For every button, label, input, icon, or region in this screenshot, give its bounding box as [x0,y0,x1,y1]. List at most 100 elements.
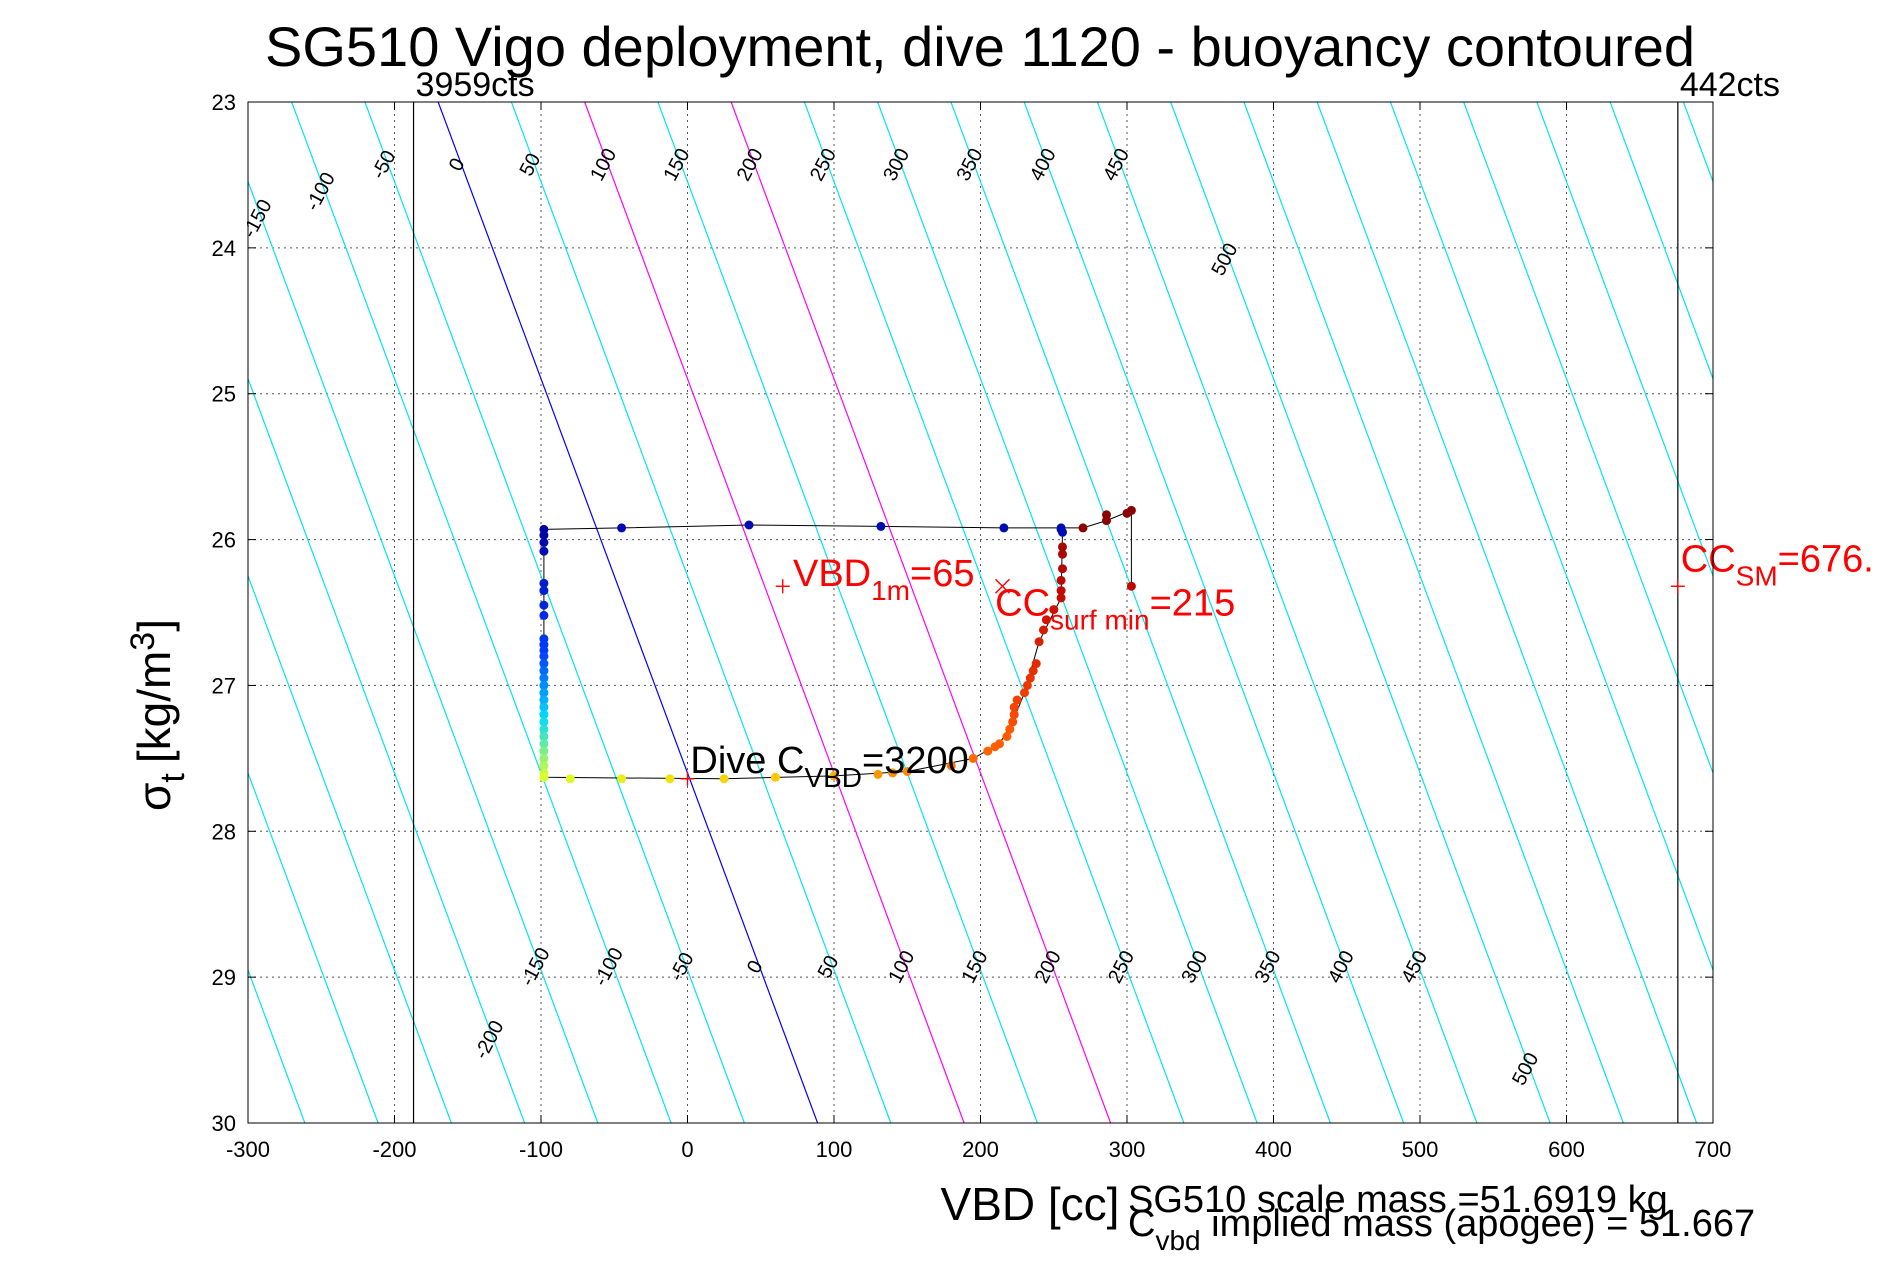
footer-implied-mass-text: implied mass (apogee) = 51.667 [1201,1203,1756,1245]
annotation-label: CCSM=676. [1681,539,1874,592]
footer-implied-mass-c: C [1128,1203,1155,1245]
x-tick-label: 600 [1548,1137,1585,1162]
data-point [770,772,780,782]
data-point [1034,637,1044,647]
y-tick-label: 24 [212,236,236,261]
y-axis-label: σt [kg/m3] [124,619,192,811]
x-tick-label: 0 [681,1137,693,1162]
data-point [539,578,549,588]
x-tick-label: 200 [962,1137,999,1162]
buoyancy-contour-line [1389,102,1713,972]
data-point [617,523,627,533]
data-point [539,753,549,763]
data-point [539,530,549,540]
buoyancy-contour-line [584,102,965,1123]
x-tick-label: -200 [372,1137,416,1162]
data-point [539,695,549,705]
x-tick-label: 100 [816,1137,853,1162]
annotation-label: Dive CVBD=3200 [690,740,968,793]
data-point [829,771,839,781]
data-point [902,767,912,776]
data-point [539,680,549,690]
marker-x [994,578,1010,594]
buoyancy-contour-line [0,102,232,1123]
buoyancy-contour-line [364,102,745,1123]
data-point [539,761,549,771]
buoyancy-contour-line [248,179,599,1123]
y-axis-label-unit-close: ] [128,619,180,632]
data-point [946,761,956,771]
data-point [873,769,883,779]
data-point [1058,549,1067,559]
data-point [968,753,978,763]
axis-ticks: -300 -200 -100 0 100 200 300 400 500 600 700 23 24 25… [212,90,1732,1162]
y-tick-label: 26 [212,528,236,553]
data-point [744,520,754,530]
data-point [1056,524,1066,534]
data-point [1049,605,1059,615]
x-tick-label: 500 [1402,1137,1439,1162]
buoyancy-contour-line [730,102,1112,1123]
data-point [539,746,549,756]
data-point [539,739,549,749]
data-point [539,724,549,734]
data-point [539,710,549,720]
data-point [888,768,898,778]
data-point [1056,575,1066,585]
data-point [995,739,1004,749]
data-point [1009,710,1019,720]
buoyancy-contour-line [437,102,819,1123]
data-point [1009,702,1019,712]
buoyancy-contour-line [291,102,672,1123]
buoyancy-contour-line [0,102,158,1123]
x-tick-label: 400 [1255,1137,1292,1162]
y-axis-label-symbol: σ [128,783,180,811]
data-point [539,659,549,669]
y-axis-label-unit-sup: 3 [124,632,162,651]
buoyancy-contour-line [1536,102,1713,578]
data-point [539,772,549,782]
x-tick-label: -100 [519,1137,563,1162]
data-point [999,523,1009,533]
reference-markers [680,578,1685,786]
data-point [1126,581,1136,591]
buoyancy-contour-line [1023,102,1405,1123]
y-tick-label: 29 [212,965,236,990]
data-point [1056,586,1066,596]
data-point [1041,615,1051,625]
data-point [617,774,627,784]
buoyancy-contour-line [0,102,85,1123]
data-point [539,610,549,620]
data-point [1028,666,1038,676]
y-axis-label-sub: t [154,773,192,783]
x-tick-label: 700 [1695,1137,1732,1162]
x-tick-label: -300 [226,1137,270,1162]
data-point [1056,593,1066,603]
data-point [539,546,549,556]
buoyancy-contour-line [248,377,526,1123]
buoyancy-contour-line [1682,102,1713,184]
buoyancy-contour-line [877,102,1258,1123]
y-tick-label: 27 [212,673,236,698]
buoyancy-contour-line [1316,102,1698,1123]
data-point [1005,724,1015,734]
data-point [1012,695,1022,705]
annotations: VBD1m=65 CCsurf min=215 Dive CVBD=3200 CCSM… [690,539,1873,793]
y-tick-label: 30 [212,1111,236,1136]
data-point [1031,659,1041,669]
data-point [539,717,549,727]
data-point [565,774,575,784]
data-point [539,651,549,661]
y-tick-label: 28 [212,819,236,844]
buoyancy-contour-line [0,102,12,1123]
annotation-label: CCsurf min=215 [995,582,1235,635]
data-point [1002,732,1012,741]
buoyancy-contour-line [1096,102,1478,1123]
footer-scale-mass: SG510 scale mass =51.6919 kg [1128,1179,1668,1221]
buoyancy-contours [0,102,1713,1123]
y-axis-label-unit: [kg/m [128,651,180,763]
vbd-limit-lines: 3959cts 442cts [412,66,1780,1123]
chart-title: SG510 Vigo deployment, dive 1120 - buoya… [265,15,1695,78]
data-point [539,673,549,683]
